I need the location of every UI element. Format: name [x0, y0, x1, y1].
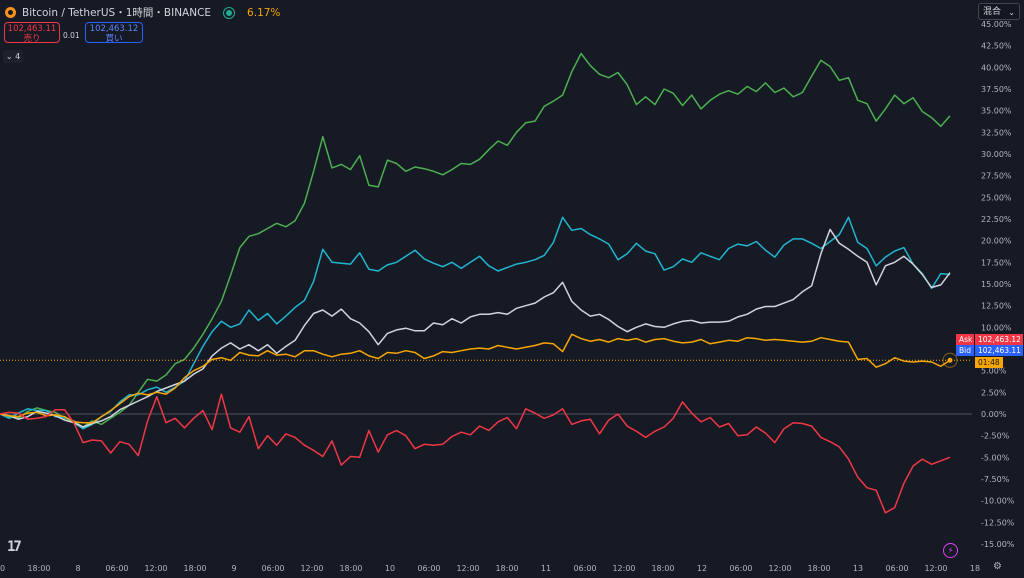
ask-label: Ask [956, 334, 974, 345]
buy-label: 買い [105, 34, 123, 44]
x-tick-label: 12:00 [768, 564, 791, 573]
buy-price: 102,463.12 [89, 24, 139, 34]
y-tick-label: 17.50% [981, 258, 1012, 267]
sell-label: 売り [23, 34, 41, 44]
gear-icon[interactable]: ⚙ [993, 561, 1002, 572]
bitcoin-icon [5, 7, 16, 18]
bid-label: Bid [956, 345, 974, 356]
y-tick-label: -10.00% [981, 497, 1015, 506]
y-tick-label: -5.00% [981, 453, 1010, 462]
sell-button[interactable]: 102,463.11 売り [4, 22, 60, 44]
y-tick-label: 42.50% [981, 42, 1012, 51]
x-tick-label: 18:00 [807, 564, 830, 573]
series-line-2[interactable] [0, 228, 951, 428]
x-tick-label: 8 [75, 564, 80, 573]
change-percent: 6.17% [247, 6, 281, 19]
y-tick-label: -12.50% [981, 518, 1015, 527]
x-tick-label: 06:00 [885, 564, 908, 573]
x-tick-label: 00 [0, 564, 5, 573]
x-tick-label: 9 [231, 564, 236, 573]
spread-value: 0.01 [63, 31, 80, 40]
y-tick-label: 12.50% [981, 302, 1012, 311]
bid-value: 102,463.11 [975, 345, 1023, 356]
x-tick-label: 18:00 [27, 564, 50, 573]
x-tick-label: 12:00 [456, 564, 479, 573]
x-tick-label: 18:00 [183, 564, 206, 573]
x-tick-label: 06:00 [573, 564, 596, 573]
x-tick-label: 06:00 [729, 564, 752, 573]
y-tick-label: 35.00% [981, 107, 1012, 116]
price-axis[interactable] [972, 0, 1024, 578]
y-tick-label: 30.00% [981, 150, 1012, 159]
lightning-icon[interactable]: ⚡ [943, 543, 958, 558]
series-line-0[interactable] [0, 52, 951, 428]
time-axis[interactable] [0, 555, 972, 578]
sell-price: 102,463.11 [7, 24, 57, 34]
x-tick-label: 12 [697, 564, 707, 573]
y-tick-label: 10.00% [981, 323, 1012, 332]
x-tick-label: 06:00 [261, 564, 284, 573]
x-tick-label: 06:00 [105, 564, 128, 573]
y-tick-label: 27.50% [981, 172, 1012, 181]
y-tick-label: -2.50% [981, 432, 1010, 441]
symbol-title[interactable]: Bitcoin / TetherUS・1時間・BINANCE [22, 7, 212, 19]
chevron-down-icon: ⌄ [5, 52, 13, 61]
x-tick-label: 18:00 [495, 564, 518, 573]
y-tick-label: 37.50% [981, 85, 1012, 94]
x-tick-label: 12:00 [144, 564, 167, 573]
x-tick-label: 18:00 [339, 564, 362, 573]
x-tick-label: 18 [970, 564, 980, 573]
y-tick-label: 32.50% [981, 128, 1012, 137]
buy-button[interactable]: 102,463.12 買い [85, 22, 143, 44]
y-tick-label: 15.00% [981, 280, 1012, 289]
y-tick-label: 45.00% [981, 20, 1012, 29]
last-point-marker [947, 357, 953, 363]
x-tick-label: 10 [385, 564, 395, 573]
last-point-halo [942, 352, 958, 368]
x-tick-label: 12:00 [612, 564, 635, 573]
series-line-1[interactable] [0, 216, 951, 430]
y-tick-label: 22.50% [981, 215, 1012, 224]
y-tick-label: 2.50% [981, 388, 1007, 397]
market-open-icon [223, 6, 236, 19]
indicator-count: 4 [15, 52, 21, 61]
collapse-indicators-button[interactable]: ⌄ 4 [3, 50, 23, 63]
ask-value: 102,463.12 [975, 334, 1023, 345]
x-tick-label: 18:00 [651, 564, 674, 573]
y-tick-label: 40.00% [981, 63, 1012, 72]
x-tick-label: 12:00 [924, 564, 947, 573]
y-tick-label: 0.00% [981, 410, 1007, 419]
x-tick-label: 11 [541, 564, 551, 573]
x-tick-label: 06:00 [417, 564, 440, 573]
y-tick-label: -15.00% [981, 540, 1015, 549]
y-tick-label: 25.00% [981, 193, 1012, 202]
chevron-down-icon: ⌄ [1008, 8, 1015, 17]
tradingview-logo[interactable]: 17 [7, 539, 22, 555]
y-tick-label: 20.00% [981, 237, 1012, 246]
scale-mode-label: 混合 [983, 7, 1002, 17]
series-line-4[interactable] [0, 393, 951, 514]
y-tick-label: 5.00% [981, 367, 1007, 376]
countdown-timer: 01:48 [975, 357, 1003, 368]
x-tick-label: 13 [853, 564, 863, 573]
y-tick-label: -7.50% [981, 475, 1010, 484]
symbol-header: Bitcoin / TetherUS・1時間・BINANCE 6.17% [5, 5, 280, 20]
x-tick-label: 12:00 [300, 564, 323, 573]
scale-mode-select[interactable]: 混合 ⌄ [978, 3, 1020, 20]
series-line-3[interactable] [0, 333, 951, 424]
